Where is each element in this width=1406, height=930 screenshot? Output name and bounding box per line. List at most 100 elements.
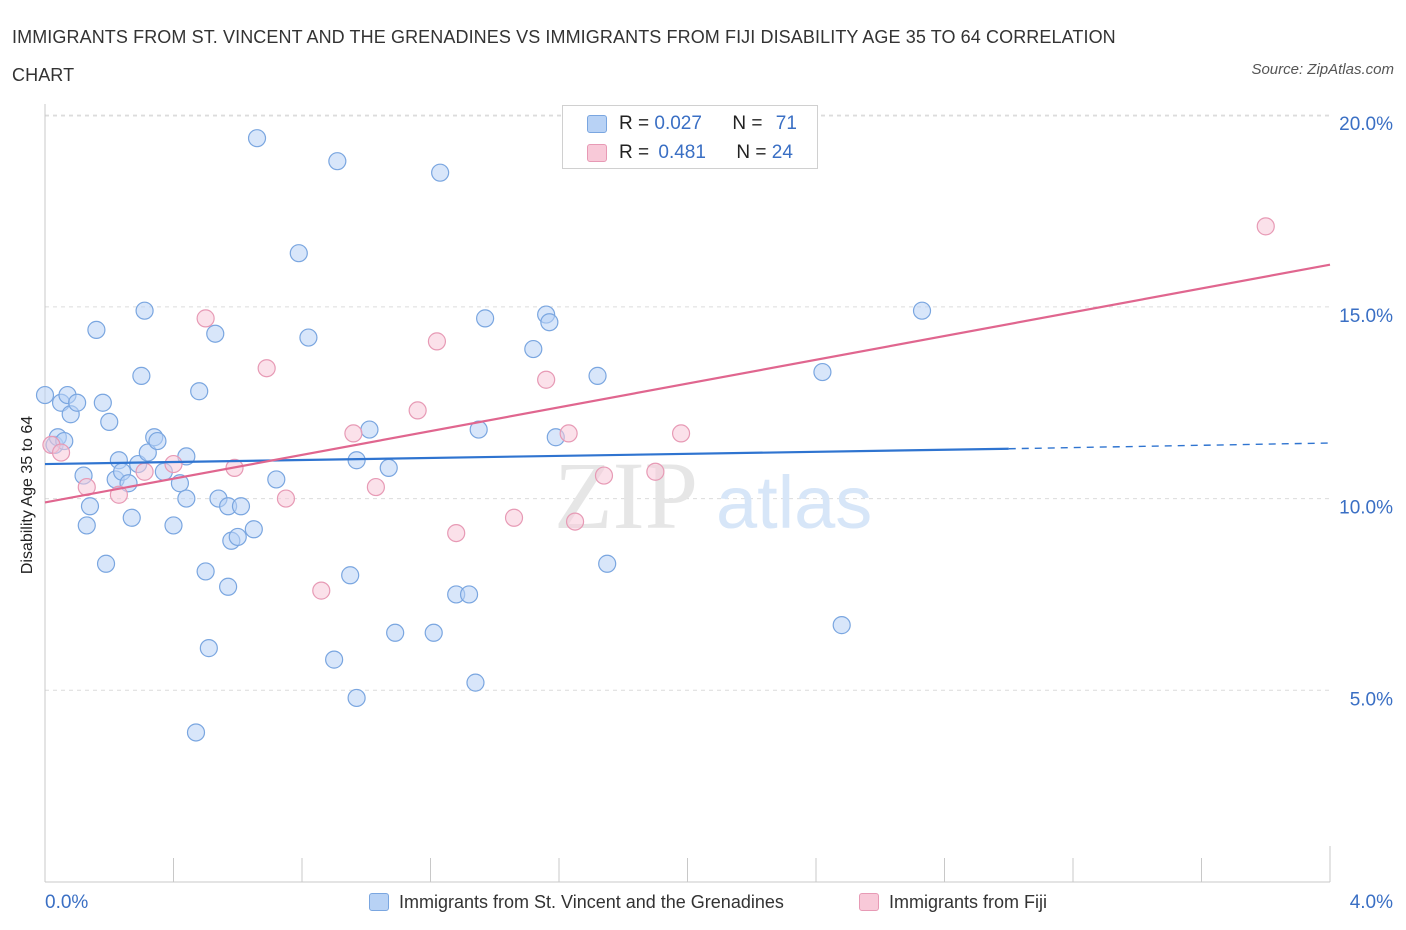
blue-data-point: [328, 152, 347, 171]
pink-data-point: [447, 523, 466, 543]
pink-data-point: [164, 454, 183, 474]
n-value-1: 71: [775, 113, 797, 134]
pink-data-point: [671, 424, 691, 443]
blue-data-point: [77, 516, 96, 535]
blue-data-point: [199, 639, 218, 658]
source-label: Source: ZipAtlas.com: [1251, 61, 1394, 78]
pink-data-point: [366, 477, 385, 497]
blue-data-point: [93, 393, 112, 412]
pink-data-point: [504, 508, 524, 527]
r-label-1: R =: [619, 113, 655, 134]
blue-data-point: [912, 301, 932, 320]
blue-data-point: [96, 554, 116, 573]
x-tick-label: 4.0%: [1350, 892, 1393, 913]
pink-trend-line: [44, 263, 1331, 504]
y-tick-label: 15.0%: [1339, 306, 1393, 327]
blue-data-point: [267, 470, 286, 489]
pink-data-point: [427, 332, 447, 351]
chart-title: IMMIGRANTS FROM ST. VINCENT AND THE GREN…: [12, 27, 1116, 85]
n-label-1: N =: [732, 113, 768, 134]
blue-data-point: [466, 673, 485, 692]
pink-swatch: [587, 144, 607, 162]
blue-data-point: [476, 309, 495, 328]
pink-data-point: [408, 401, 427, 420]
blue-data-point: [524, 339, 543, 359]
watermark: ZIP atlas: [554, 442, 872, 549]
blue-data-point: [325, 650, 344, 669]
blue-data-point: [164, 516, 183, 535]
blue-trend-line: [44, 447, 1009, 466]
pink-data-point: [646, 462, 665, 481]
blue-data-point: [588, 366, 607, 385]
blue-data-point: [247, 129, 267, 148]
y-tick-label: 10.0%: [1339, 498, 1393, 519]
blue-data-point: [813, 362, 832, 382]
blue-data-point: [386, 623, 405, 642]
blue-data-point: [87, 320, 106, 339]
blue-data-point: [122, 508, 141, 527]
blue-data-point: [228, 527, 247, 547]
pink-data-point: [276, 489, 296, 508]
blue-data-point: [832, 616, 851, 635]
blue-data-point: [459, 585, 479, 604]
n-label-2: N =: [736, 142, 772, 163]
trend-layer: [44, 263, 1331, 504]
blue-data-point: [231, 497, 251, 516]
axes-layer: [44, 104, 1331, 883]
blue-data-point: [148, 431, 167, 451]
blue-data-point: [540, 313, 559, 332]
blue-data-point: [299, 328, 318, 347]
blue-data-point: [68, 393, 87, 412]
r-value-2: 0.481: [658, 142, 706, 163]
pink-data-point: [196, 309, 215, 328]
blue-data-point: [379, 458, 398, 478]
tick-label-layer: 5.0% 10.0% 15.0% 20.0% 0.0% 4.0%: [45, 114, 1393, 913]
blue-data-point: [177, 489, 196, 508]
blue-data-point: [196, 562, 215, 581]
blue-data-point: [186, 723, 206, 742]
blue-data-point: [244, 520, 263, 539]
blue-data-point: [190, 382, 209, 401]
blue-trend-line-extension: [1008, 442, 1331, 450]
points-layer: [35, 129, 1275, 742]
pink-data-point: [257, 359, 276, 378]
watermark-zip: ZIP: [554, 442, 698, 549]
bottom-legend-item-2: Immigrants from Fiji: [859, 889, 1047, 915]
watermark-atlas: atlas: [716, 461, 872, 544]
blue-data-point: [206, 324, 225, 343]
blue-data-point: [100, 412, 119, 432]
blue-data-point: [132, 366, 151, 385]
blue-data-point: [469, 420, 488, 439]
pink-data-point: [1256, 217, 1275, 236]
blue-data-point: [35, 385, 55, 405]
pink-data-point: [312, 581, 331, 600]
stats-legend-row-1: R = 0.027 N = 71: [587, 112, 797, 136]
bottom-legend-label-1: Immigrants from St. Vincent and the Gren…: [399, 891, 784, 912]
blue-data-point: [431, 163, 450, 182]
blue-data-point: [341, 566, 360, 585]
blue-data-point: [598, 554, 617, 573]
blue-swatch: [369, 893, 389, 911]
y-tick-label: 20.0%: [1339, 114, 1393, 135]
pink-data-point: [565, 512, 585, 531]
pink-data-point: [537, 370, 556, 389]
blue-data-point: [424, 623, 443, 642]
stats-legend: R = 0.027 N = 71 R = 0.481 N = 24: [562, 105, 818, 169]
stats-legend-row-2: R = 0.481 N = 24: [587, 141, 793, 165]
r-value-1: 0.027: [654, 113, 702, 134]
blue-data-point: [135, 301, 154, 320]
n-value-2: 24: [771, 142, 793, 163]
grid-layer: [45, 114, 1330, 691]
bottom-legend-label-2: Immigrants from Fiji: [889, 891, 1048, 912]
pink-swatch: [859, 893, 879, 911]
pink-data-point: [51, 443, 71, 462]
blue-swatch: [587, 115, 607, 133]
blue-data-point: [360, 420, 379, 439]
y-tick-label: 5.0%: [1350, 689, 1393, 710]
blue-data-point: [80, 497, 100, 516]
pink-data-point: [135, 462, 154, 481]
blue-data-point: [219, 577, 238, 596]
blue-data-point: [347, 688, 366, 708]
pink-data-point: [344, 424, 363, 443]
